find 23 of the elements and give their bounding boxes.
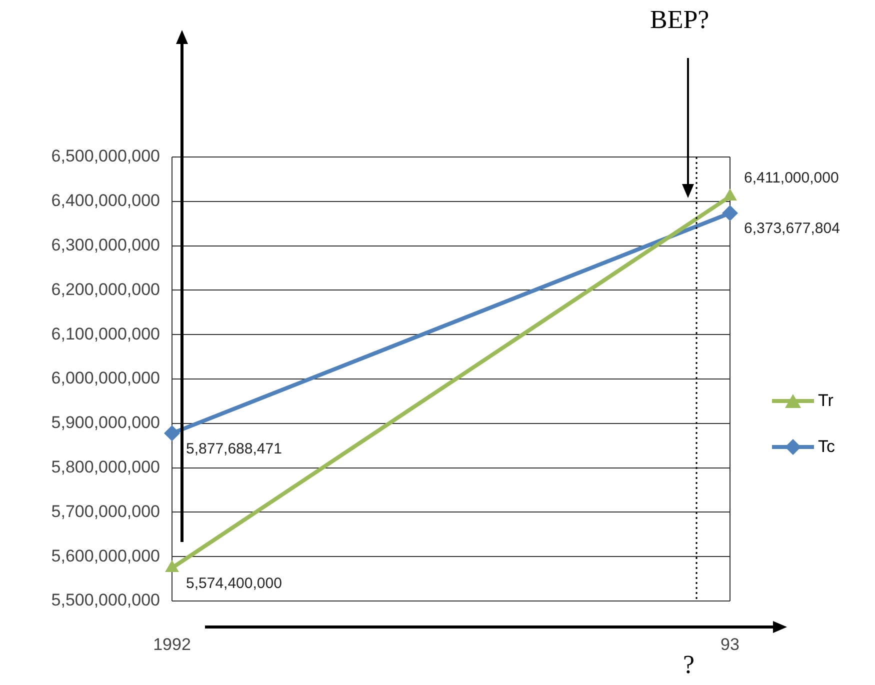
legend-label: Tc <box>818 437 835 457</box>
data-label: 5,574,400,000 <box>186 575 282 592</box>
y-tick-label: 5,900,000,000 <box>51 413 160 432</box>
text: BEP? <box>650 5 710 35</box>
y-tick-label: 5,700,000,000 <box>51 502 160 521</box>
x-tick-label: 1992 <box>153 634 191 654</box>
x-tick-label: 93 <box>720 634 740 654</box>
data-label: 5,877,688,471 <box>186 440 282 458</box>
text: ? <box>683 650 695 680</box>
data-label: 6,373,677,804 <box>744 220 840 238</box>
data-label: 6,411,000,000 <box>744 170 839 187</box>
y-tick-label: 5,800,000,000 <box>51 457 160 476</box>
point <box>164 425 180 442</box>
y-tick-label: 6,000,000,000 <box>51 368 160 388</box>
y-tick-label: 5,600,000,000 <box>51 546 160 566</box>
legend-label: Tr <box>818 391 834 411</box>
y-tick-label: 6,500,000,000 <box>51 146 160 166</box>
y-tick-label: 6,300,000,000 <box>51 235 160 254</box>
y-tick-label: 6,200,000,000 <box>51 280 160 299</box>
point <box>722 205 738 222</box>
y-tick-label: 6,100,000,000 <box>51 324 160 344</box>
y-tick-label: 6,400,000,000 <box>51 191 160 210</box>
y-tick-label: 5,500,000,000 <box>51 590 160 610</box>
